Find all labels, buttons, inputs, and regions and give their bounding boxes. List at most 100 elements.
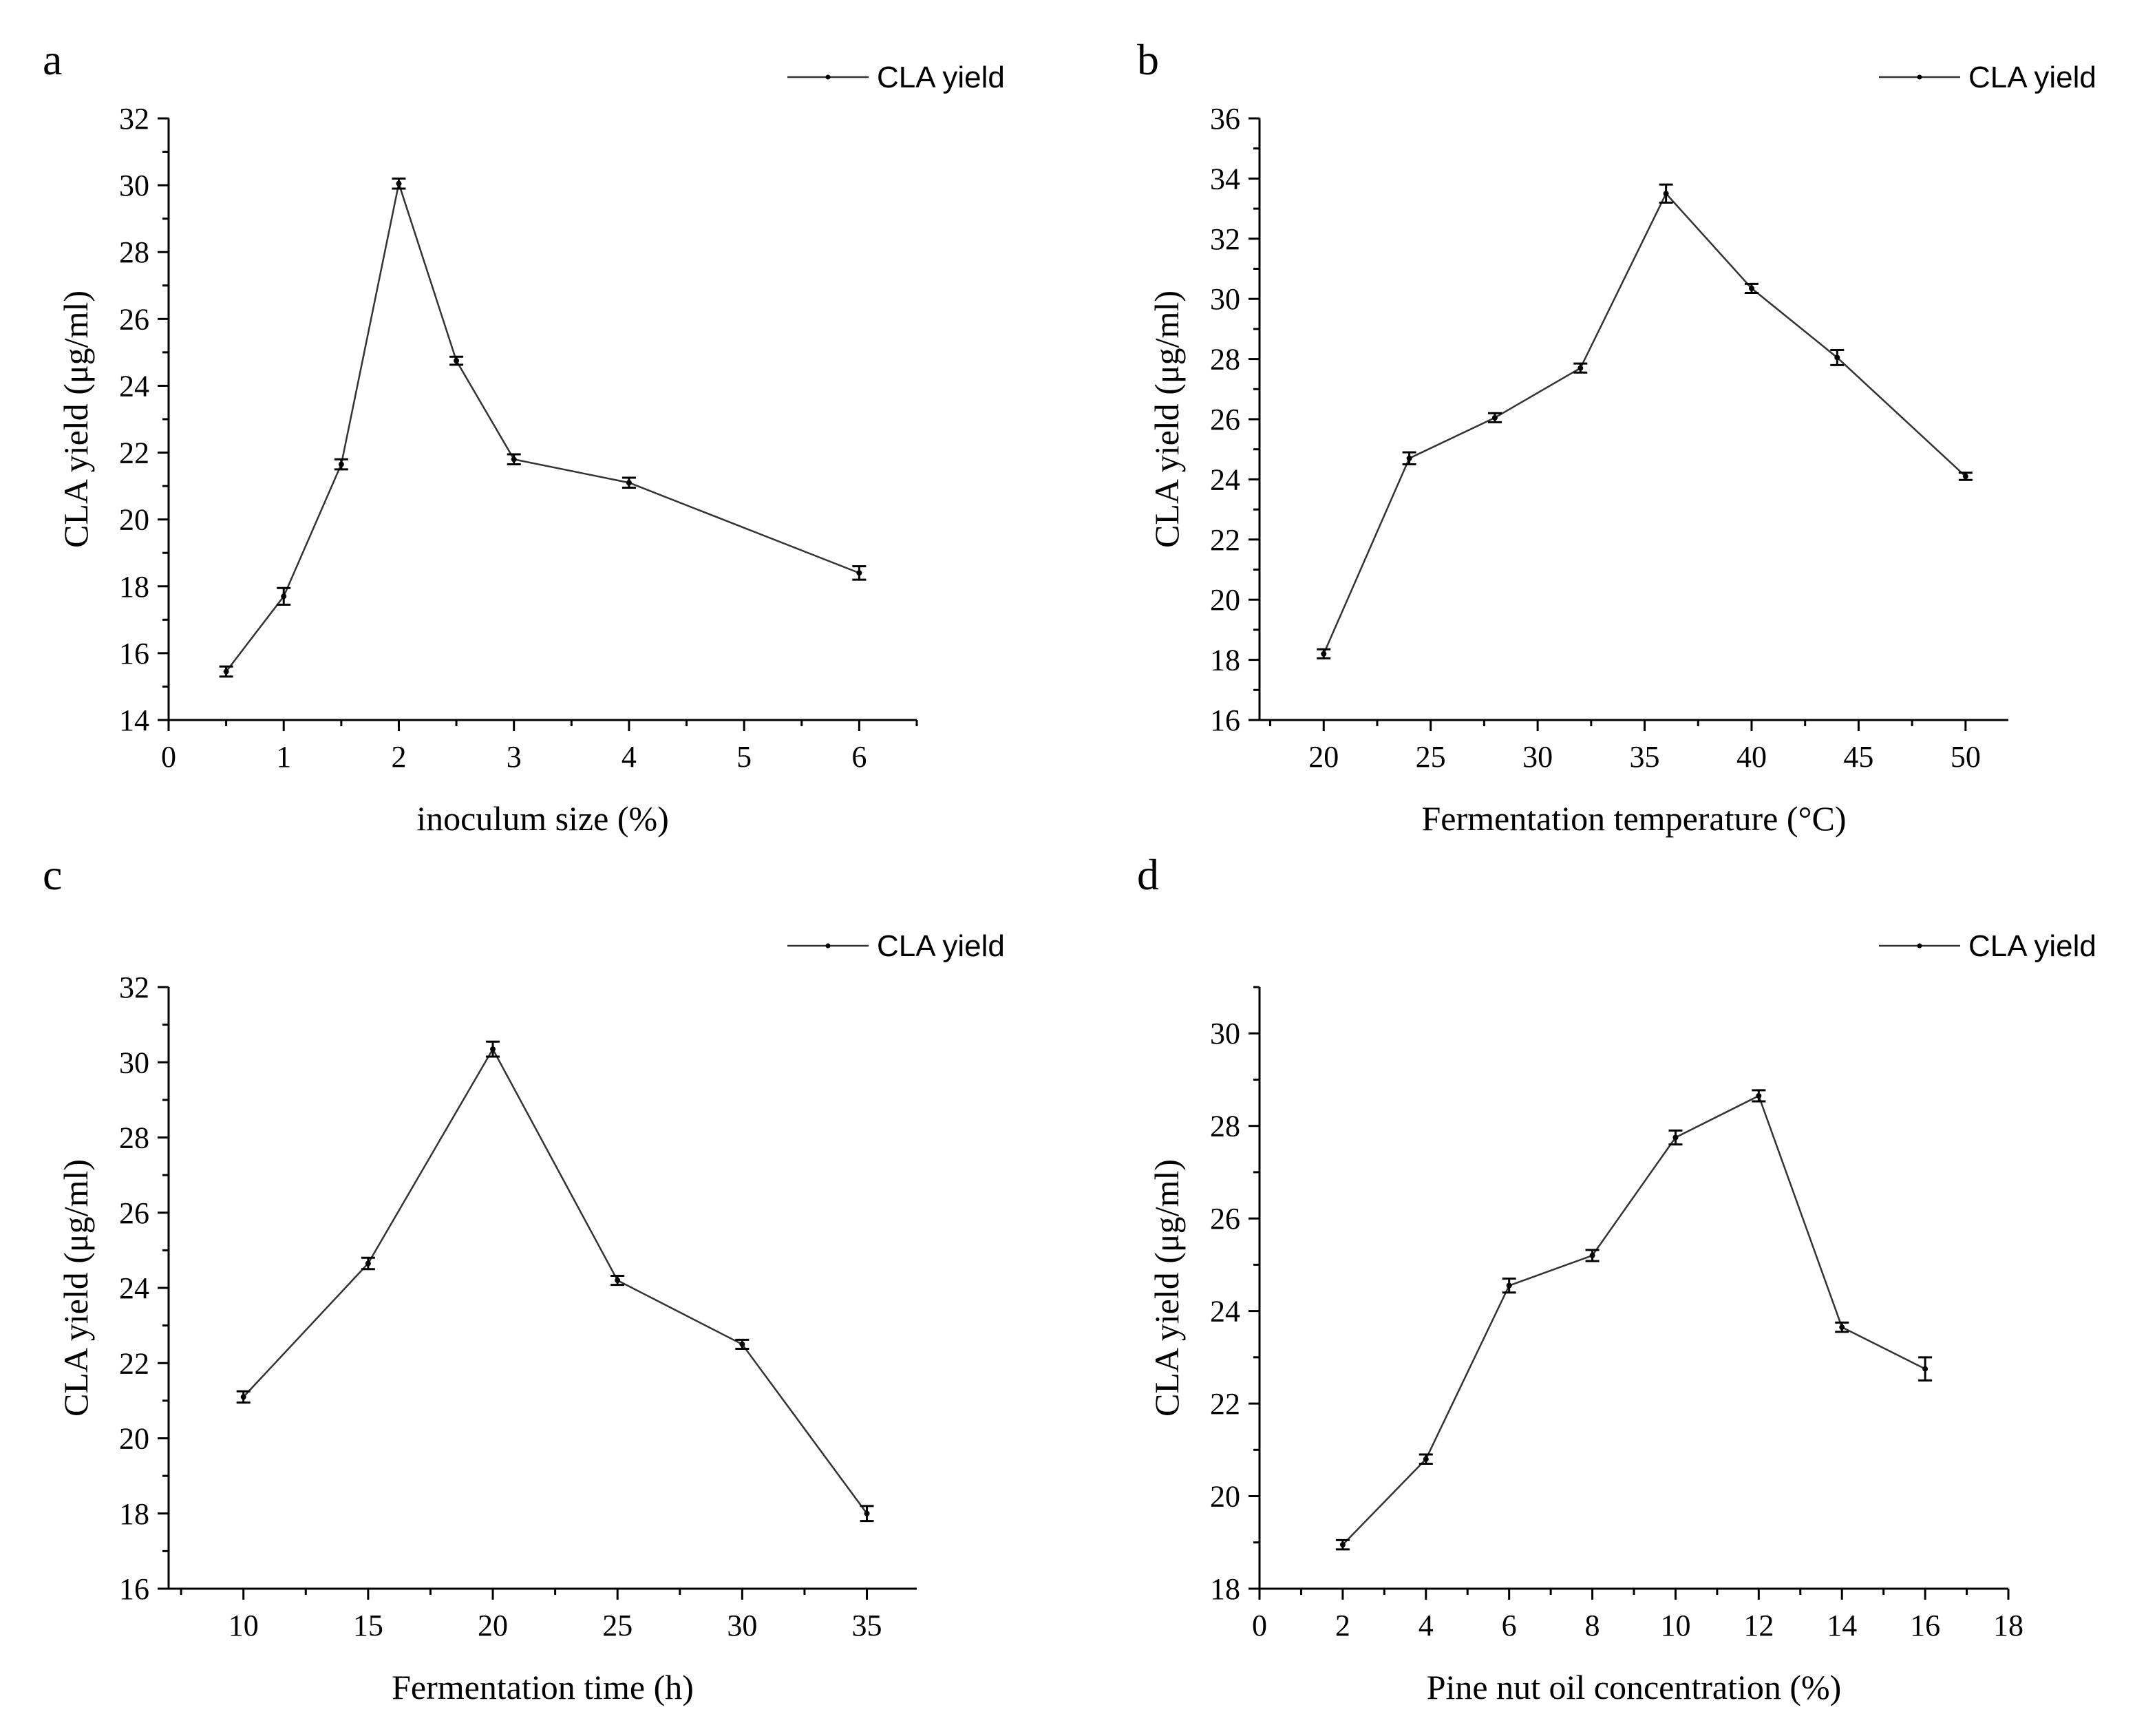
y-axis-title: CLA yield (μg/ml) xyxy=(1147,1159,1186,1417)
x-tick-label: 15 xyxy=(353,1609,383,1642)
y-tick-label: 24 xyxy=(119,369,149,403)
y-tick-label: 16 xyxy=(119,1572,149,1606)
series-line xyxy=(225,180,860,673)
x-tick-label: 35 xyxy=(1630,740,1660,774)
data-point xyxy=(1423,1456,1429,1462)
legend: CLA yield xyxy=(787,61,1005,94)
y-tick-label: 16 xyxy=(1210,703,1240,737)
chart-panel-b: b 20 25 30 35 40 45 50 16 18 20 22 24 26 28 30 32 34 36 Fer… xyxy=(1137,35,2096,838)
data-point xyxy=(1834,354,1840,361)
y-axis-title: CLA yield (μg/ml) xyxy=(1147,290,1186,548)
legend: CLA yield xyxy=(787,929,1005,963)
y-tick-label: 28 xyxy=(1210,1110,1240,1143)
legend: CLA yield xyxy=(1879,929,2096,963)
data-point xyxy=(281,593,287,600)
data-point xyxy=(1491,414,1498,421)
x-tick-label: 0 xyxy=(1252,1609,1267,1642)
y-tick-label: 30 xyxy=(1210,1017,1240,1050)
data-point xyxy=(1922,1366,1929,1372)
panel-label: d xyxy=(1137,850,1159,899)
chart-panel-c: c 10 15 20 25 30 35 16 18 20 22 24 26 28 30 32 Fermentat… xyxy=(43,850,1005,1706)
y-tick-label: 18 xyxy=(119,1497,149,1531)
x-tick-label: 10 xyxy=(229,1609,259,1642)
x-axis-title: Pine nut oil concentration (%) xyxy=(1427,1668,1842,1706)
x-tick-label: 30 xyxy=(1522,740,1553,774)
y-tick-label: 32 xyxy=(119,102,149,136)
legend-marker xyxy=(1917,943,1922,949)
x-axis-title: Fermentation temperature (°C) xyxy=(1422,799,1847,838)
y-tick-label: 36 xyxy=(1210,102,1240,136)
data-point xyxy=(1839,1324,1845,1331)
x-tick-label: 0 xyxy=(161,740,176,774)
data-point xyxy=(1506,1282,1512,1289)
y-tick-label: 22 xyxy=(1210,1387,1240,1421)
legend-marker xyxy=(825,943,831,949)
x-tick-label: 4 xyxy=(1419,1609,1434,1642)
data-point xyxy=(338,461,344,467)
y-tick-label: 22 xyxy=(119,436,149,470)
data-point xyxy=(1748,285,1754,291)
x-tick-label: 16 xyxy=(1910,1609,1940,1642)
panel-label: b xyxy=(1137,35,1159,84)
panel-label: a xyxy=(43,35,62,84)
x-tick-label: 3 xyxy=(507,740,522,774)
legend-marker xyxy=(825,74,831,80)
legend-label: CLA yield xyxy=(877,929,1005,963)
y-tick-label: 24 xyxy=(1210,1295,1240,1329)
y-tick-label: 20 xyxy=(1210,1480,1240,1514)
x-tick-label: 5 xyxy=(736,740,752,774)
data-point xyxy=(511,456,517,463)
y-tick-label: 26 xyxy=(119,1196,149,1230)
y-tick-label: 32 xyxy=(119,971,149,1004)
y-axis-title: CLA yield (μg/ml) xyxy=(56,1159,95,1417)
data-point xyxy=(1589,1252,1595,1258)
x-tick-label: 18 xyxy=(1993,1609,2023,1642)
y-tick-label: 30 xyxy=(119,1046,149,1079)
x-axis-title: Fermentation time (h) xyxy=(392,1668,694,1706)
y-tick-label: 30 xyxy=(119,169,149,202)
series-line xyxy=(242,1047,868,1514)
legend: CLA yield xyxy=(1879,61,2096,94)
legend-label: CLA yield xyxy=(1968,929,2096,963)
data-point xyxy=(856,570,862,576)
data-point xyxy=(1756,1092,1762,1099)
data-point xyxy=(223,668,229,675)
series-line xyxy=(1323,192,1966,655)
data-point xyxy=(615,1278,621,1284)
y-tick-label: 28 xyxy=(119,235,149,269)
y-tick-label: 18 xyxy=(1210,644,1240,677)
data-point xyxy=(365,1260,371,1267)
y-axis-title: CLA yield (μg/ml) xyxy=(56,290,95,548)
y-tick-label: 16 xyxy=(119,637,149,670)
data-point xyxy=(739,1341,745,1347)
legend-label: CLA yield xyxy=(877,61,1005,94)
data-point xyxy=(490,1046,496,1052)
y-tick-label: 24 xyxy=(1210,463,1240,496)
x-tick-label: 45 xyxy=(1843,740,1873,774)
x-tick-label: 35 xyxy=(852,1609,882,1642)
y-tick-label: 32 xyxy=(1210,222,1240,256)
y-tick-label: 20 xyxy=(119,503,149,537)
y-tick-label: 20 xyxy=(119,1422,149,1456)
x-tick-label: 25 xyxy=(1416,740,1446,774)
data-point xyxy=(1663,191,1669,197)
x-tick-label: 20 xyxy=(478,1609,508,1642)
y-tick-label: 34 xyxy=(1210,162,1240,195)
y-tick-label: 20 xyxy=(1210,583,1240,617)
panel-label: c xyxy=(43,850,62,899)
y-tick-label: 26 xyxy=(1210,403,1240,436)
chart-panel-a: a 0 1 2 3 4 5 6 14 16 18 20 22 24 26 28 30 32 inoculum siz… xyxy=(43,35,1005,838)
data-point xyxy=(1339,1542,1346,1548)
y-tick-label: 18 xyxy=(119,570,149,604)
y-tick-label: 14 xyxy=(119,703,149,737)
y-tick-label: 22 xyxy=(1210,523,1240,557)
x-tick-label: 1 xyxy=(276,740,291,774)
x-tick-label: 20 xyxy=(1308,740,1339,774)
data-point xyxy=(1672,1134,1679,1141)
x-tick-label: 10 xyxy=(1660,1609,1690,1642)
x-tick-label: 2 xyxy=(391,740,406,774)
data-point xyxy=(1577,365,1584,371)
data-point xyxy=(626,480,632,486)
